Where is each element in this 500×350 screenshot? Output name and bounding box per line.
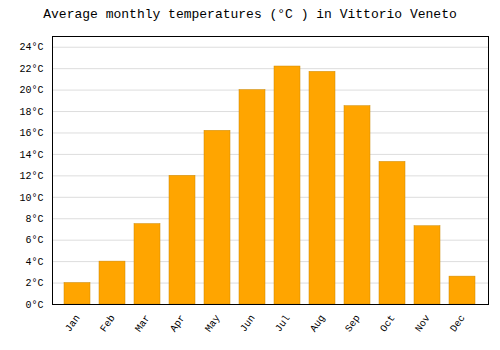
svg-text:14°C: 14°C [19,150,43,161]
svg-text:May: May [203,313,222,334]
svg-text:Dec: Dec [448,313,467,334]
svg-text:22°C: 22°C [19,64,43,75]
svg-text:0°C: 0°C [25,300,43,311]
svg-text:12°C: 12°C [19,171,43,182]
svg-text:Oct: Oct [378,313,397,334]
svg-text:Nov: Nov [413,313,432,334]
svg-text:Jul: Jul [273,313,292,334]
svg-text:Sep: Sep [343,313,362,334]
svg-text:Jan: Jan [63,313,82,334]
svg-text:Mar: Mar [133,313,152,334]
svg-text:Apr: Apr [168,313,187,334]
svg-text:20°C: 20°C [19,85,43,96]
svg-text:6°C: 6°C [25,235,43,246]
svg-text:4°C: 4°C [25,257,43,268]
svg-text:18°C: 18°C [19,107,43,118]
svg-text:Feb: Feb [98,313,117,334]
svg-text:2°C: 2°C [25,278,43,289]
svg-text:10°C: 10°C [19,193,43,204]
svg-text:Aug: Aug [308,313,327,334]
svg-text:8°C: 8°C [25,214,43,225]
svg-text:16°C: 16°C [19,128,43,139]
html-text:Average monthly temperatures (: Average monthly temperatures (°C ) in Vi… [43,7,457,22]
svg-text:24°C: 24°C [19,42,43,53]
svg-text:Jun: Jun [238,313,257,334]
